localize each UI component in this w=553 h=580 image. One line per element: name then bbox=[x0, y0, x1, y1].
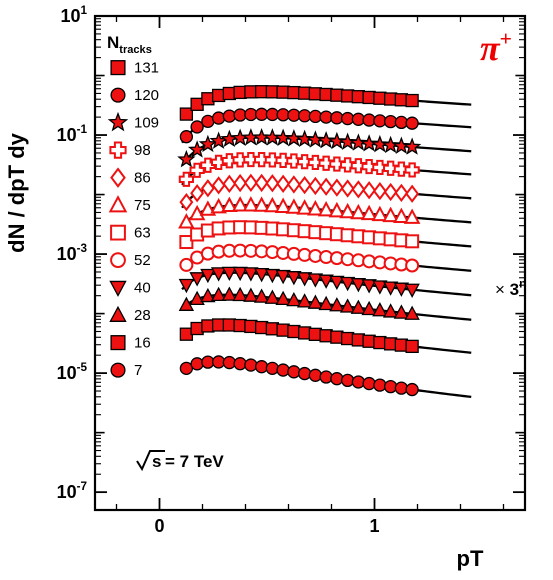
legend-item-label: 52 bbox=[134, 252, 151, 269]
marker-circle bbox=[352, 376, 364, 388]
marker-square bbox=[111, 226, 125, 240]
marker-circle bbox=[374, 379, 386, 391]
marker-circle bbox=[234, 358, 246, 370]
marker-square bbox=[406, 340, 418, 352]
chart-svg: 0110-710-510-310-1101pTdN / dpT dyπ+× 3n… bbox=[0, 0, 553, 580]
legend-item-label: 75 bbox=[134, 197, 151, 214]
chart-container: 0110-710-510-310-1101pTdN / dpT dyπ+× 3n… bbox=[0, 0, 553, 580]
marker-circle bbox=[395, 382, 407, 394]
marker-circle bbox=[111, 253, 125, 267]
marker-circle bbox=[406, 117, 418, 129]
x-axis-label: pT bbox=[457, 546, 484, 571]
marker-circle bbox=[406, 260, 418, 272]
marker-circle bbox=[288, 366, 300, 378]
marker-circle bbox=[266, 362, 278, 374]
x-tick-label: 0 bbox=[154, 516, 164, 536]
marker-circle bbox=[245, 359, 257, 371]
marker-square bbox=[406, 235, 418, 247]
marker-circle bbox=[111, 363, 125, 377]
marker-circle bbox=[299, 368, 311, 380]
legend-item-label: 63 bbox=[134, 225, 151, 242]
marker-circle bbox=[277, 364, 289, 376]
marker-circle bbox=[385, 381, 397, 393]
marker-circle bbox=[406, 384, 418, 396]
legend-item-label: 86 bbox=[134, 170, 151, 187]
marker-square bbox=[111, 61, 125, 75]
marker-circle bbox=[180, 259, 192, 271]
legend-item-label: 28 bbox=[134, 307, 151, 324]
legend-item-label: 131 bbox=[134, 60, 159, 77]
marker-circle bbox=[111, 88, 125, 102]
legend-item-label: 7 bbox=[134, 362, 142, 379]
marker-circle bbox=[256, 361, 268, 373]
marker-circle bbox=[363, 378, 375, 390]
legend-item-label: 120 bbox=[134, 87, 159, 104]
marker-circle bbox=[331, 373, 343, 385]
marker-square bbox=[406, 95, 418, 107]
legend-item-label: 109 bbox=[134, 115, 159, 132]
marker-circle bbox=[213, 112, 225, 124]
y-axis-label: dN / dpT dy bbox=[4, 132, 29, 253]
marker-circle bbox=[309, 369, 321, 381]
marker-circle bbox=[320, 371, 332, 383]
marker-circle bbox=[342, 374, 354, 386]
legend-item-label: 40 bbox=[134, 280, 151, 297]
energy-s: s bbox=[152, 452, 161, 471]
legend-item-label: 16 bbox=[134, 335, 151, 352]
legend-item-label: 98 bbox=[134, 142, 151, 159]
energy-text: = 7 TeV bbox=[165, 452, 224, 471]
x-tick-label: 1 bbox=[369, 516, 379, 536]
marker-circle bbox=[191, 358, 203, 370]
marker-square bbox=[111, 336, 125, 350]
marker-circle bbox=[180, 131, 192, 143]
marker-circle bbox=[191, 121, 203, 133]
